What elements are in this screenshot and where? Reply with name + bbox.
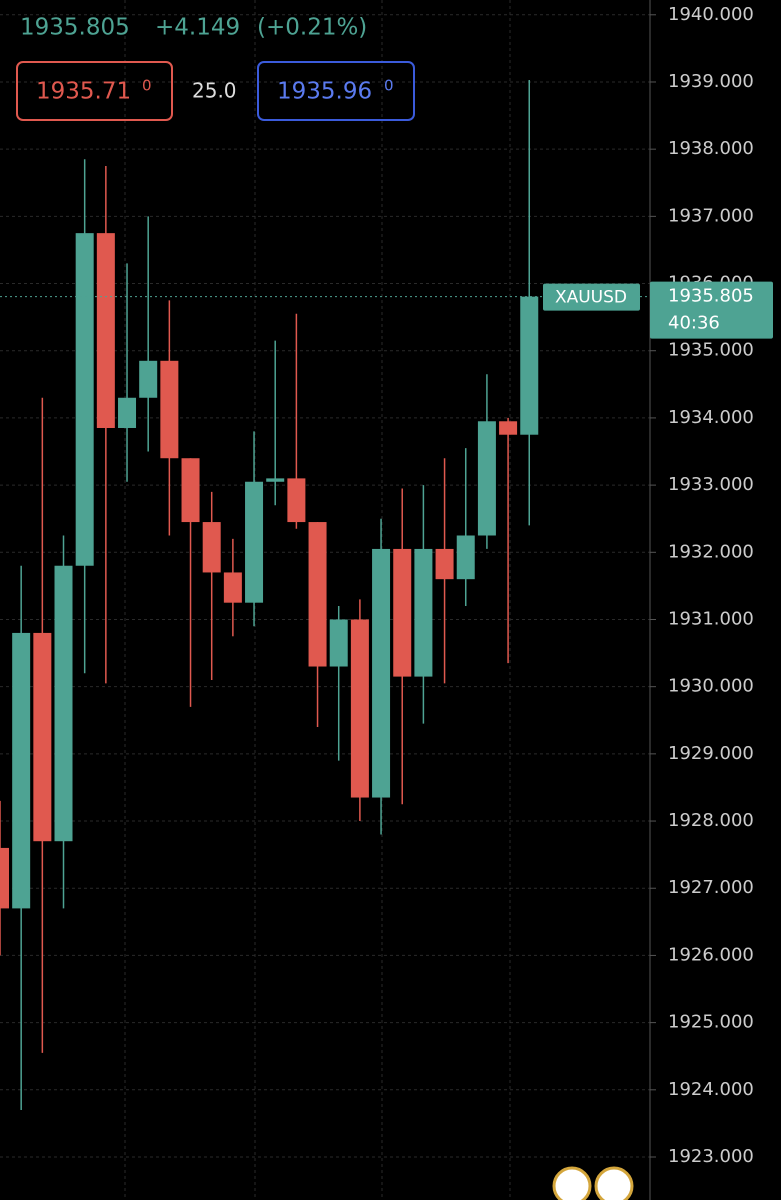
header-change: +4.149 bbox=[155, 15, 240, 41]
bid-pip: 0 bbox=[142, 77, 152, 95]
candle-body bbox=[96, 233, 115, 428]
candle-body bbox=[329, 619, 348, 667]
candle-body bbox=[435, 548, 454, 580]
y-tick-label: 1935.000 bbox=[668, 340, 754, 361]
candle-body bbox=[520, 296, 539, 435]
ask-box[interactable] bbox=[257, 61, 415, 121]
y-tick-label: 1930.000 bbox=[668, 676, 754, 697]
event-flag[interactable] bbox=[594, 1166, 634, 1200]
y-tick-label: 1938.000 bbox=[668, 138, 754, 159]
bid-price: 1935.71 bbox=[36, 79, 131, 105]
candle-body bbox=[393, 548, 412, 677]
y-tick-label: 1934.000 bbox=[668, 407, 754, 428]
candle-body bbox=[266, 478, 285, 482]
candle-body bbox=[308, 522, 327, 667]
candle-body bbox=[477, 421, 496, 536]
last-price-label: 1935.805 bbox=[668, 286, 754, 307]
candle-body bbox=[350, 619, 369, 798]
last-price-box bbox=[650, 281, 773, 339]
y-tick-label: 1931.000 bbox=[668, 608, 754, 629]
ask-price: 1935.96 bbox=[277, 79, 372, 105]
y-tick-label: 1928.000 bbox=[668, 810, 754, 831]
candle-body bbox=[54, 565, 73, 842]
candle-body bbox=[181, 458, 200, 523]
header-change-pct: (+0.21%) bbox=[257, 15, 367, 41]
candle-body bbox=[202, 522, 221, 573]
candle-body bbox=[33, 632, 52, 842]
y-tick-label: 1933.000 bbox=[668, 474, 754, 495]
y-tick-label: 1924.000 bbox=[668, 1079, 754, 1100]
y-tick-label: 1939.000 bbox=[668, 71, 754, 92]
header-price: 1935.805 bbox=[20, 15, 130, 41]
spread: 25.0 bbox=[192, 79, 237, 103]
symbol-box bbox=[543, 283, 640, 311]
candle-body bbox=[223, 572, 242, 603]
countdown: 40:36 bbox=[668, 313, 720, 334]
candle-body bbox=[456, 535, 475, 580]
y-tick-label: 1923.000 bbox=[668, 1146, 754, 1167]
candle-body bbox=[0, 847, 9, 909]
candle-body bbox=[160, 360, 179, 459]
y-axis: 1940.0001939.0001938.0001937.0001936.000… bbox=[650, 4, 754, 1167]
y-tick-label: 1927.000 bbox=[668, 877, 754, 898]
candle-body bbox=[287, 478, 306, 523]
candle-body bbox=[12, 632, 31, 909]
symbol-label: XAUUSD bbox=[555, 288, 627, 308]
y-tick-label: 1925.000 bbox=[668, 1012, 754, 1033]
candle-body bbox=[372, 548, 391, 798]
candles bbox=[0, 79, 539, 1110]
y-tick-label: 1932.000 bbox=[668, 541, 754, 562]
bid-box[interactable] bbox=[16, 61, 173, 121]
y-tick-label: 1926.000 bbox=[668, 944, 754, 965]
y-tick-label: 1937.000 bbox=[668, 205, 754, 226]
candle-body bbox=[499, 421, 518, 435]
candle-body bbox=[139, 360, 158, 398]
candle-body bbox=[75, 233, 94, 566]
ask-pip: 0 bbox=[384, 77, 394, 95]
overlay: XAUUSD 1935.805 40:36 bbox=[0, 281, 773, 339]
y-tick-label: 1940.000 bbox=[668, 4, 754, 25]
candle-body bbox=[118, 397, 137, 428]
candle-body bbox=[245, 481, 264, 603]
event-flag[interactable] bbox=[552, 1166, 592, 1200]
y-tick-label: 1929.000 bbox=[668, 743, 754, 764]
candle-body bbox=[414, 548, 433, 677]
